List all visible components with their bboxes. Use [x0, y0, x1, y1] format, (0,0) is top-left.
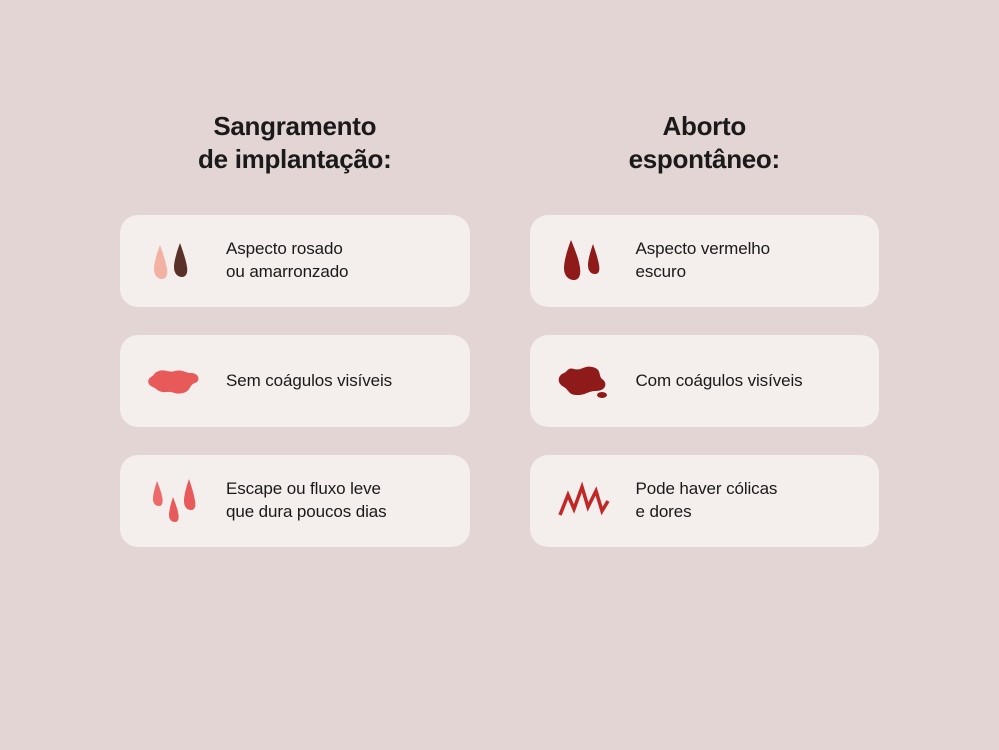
column-implantation: Sangramentode implantação: Aspecto rosad… [120, 110, 470, 575]
column-title: Sangramentode implantação: [198, 110, 391, 175]
card-text: Aspecto rosadoou amarronzado [226, 238, 348, 284]
card-light-flow: Escape ou fluxo leveque dura poucos dias [120, 455, 470, 547]
card-text: Com coágulos visíveis [636, 370, 803, 393]
card-cramps-pain: Pode haver cólicase dores [530, 455, 880, 547]
card-text: Escape ou fluxo leveque dura poucos dias [226, 478, 387, 524]
three-drops-light-icon [144, 477, 204, 525]
two-drops-dark-icon [554, 238, 614, 284]
card-with-clots: Com coágulos visíveis [530, 335, 880, 427]
card-aspect-dark-red: Aspecto vermelhoescuro [530, 215, 880, 307]
card-text: Aspecto vermelhoescuro [636, 238, 770, 284]
card-text: Sem coágulos visíveis [226, 370, 392, 393]
splat-dark-icon [554, 361, 614, 401]
column-title: Abortoespontâneo: [629, 110, 780, 175]
two-drops-pink-brown-icon [144, 239, 204, 283]
pain-spikes-icon [554, 481, 614, 521]
splat-light-icon [144, 363, 204, 399]
column-miscarriage: Abortoespontâneo: Aspecto vermelhoescuro… [530, 110, 880, 575]
card-no-clots: Sem coágulos visíveis [120, 335, 470, 427]
infographic-wrap: Sangramentode implantação: Aspecto rosad… [0, 0, 999, 575]
card-aspect-pink-brown: Aspecto rosadoou amarronzado [120, 215, 470, 307]
card-text: Pode haver cólicase dores [636, 478, 778, 524]
